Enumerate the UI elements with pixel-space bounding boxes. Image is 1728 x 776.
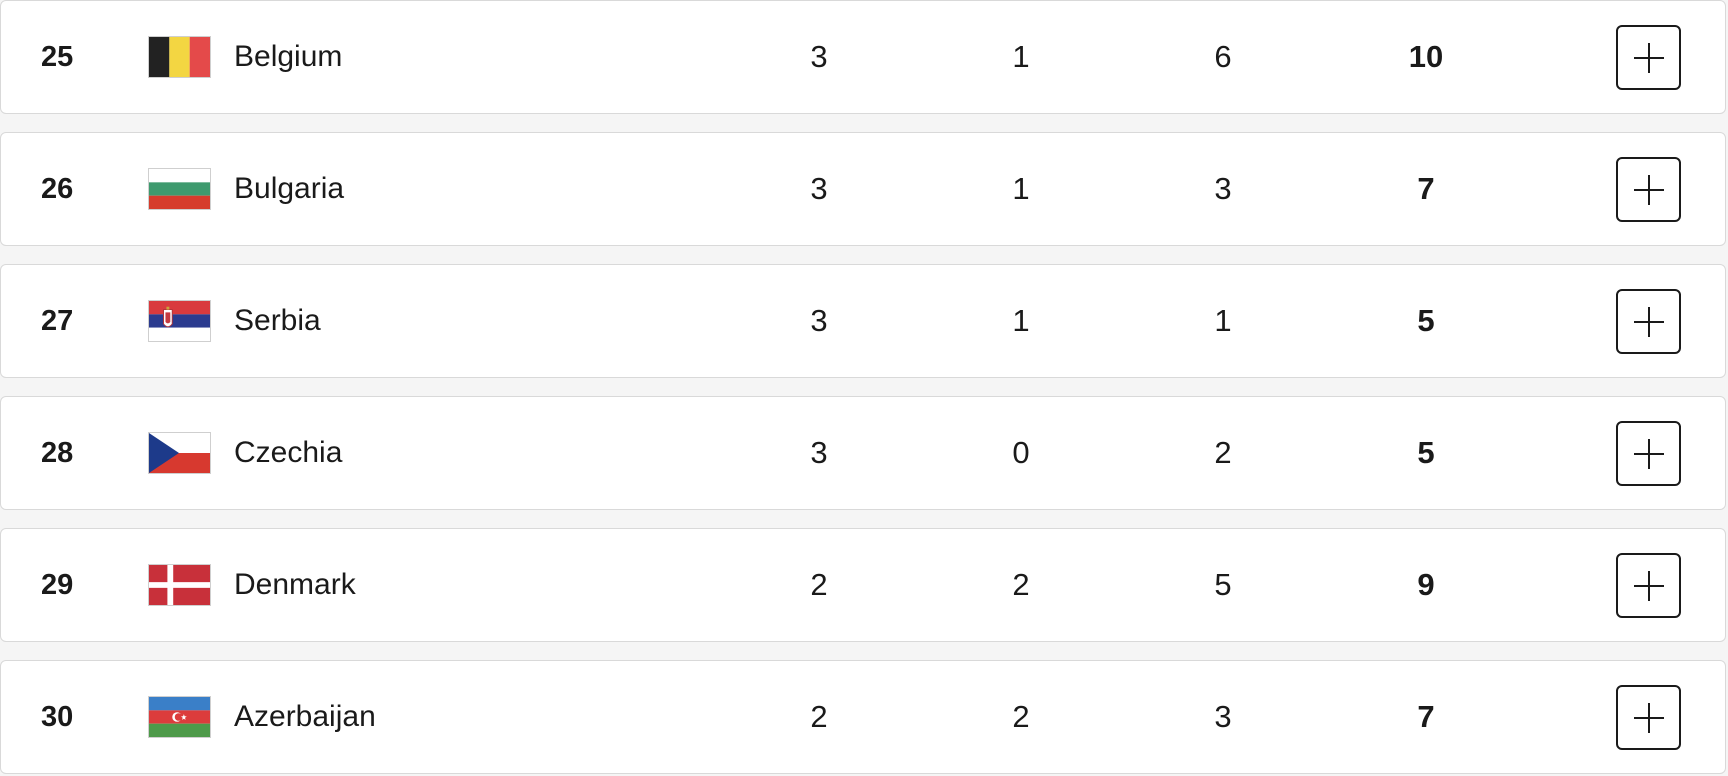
table-row: 26 Bulgaria 3 1 3 7: [0, 132, 1726, 246]
silver-count: 1: [1012, 303, 1030, 338]
table-row: 28 Czechia 3 0 2 5: [0, 396, 1726, 510]
country-name: Belgium: [234, 40, 343, 73]
country-name: Czechia: [234, 436, 343, 469]
silver-count: 1: [1012, 171, 1030, 206]
table-row: 29 Denmark 2 2 5 9: [0, 528, 1726, 642]
gold-count: 3: [810, 435, 828, 470]
total-count: 10: [1408, 39, 1444, 74]
plus-icon: [1633, 702, 1664, 733]
silver-count: 1: [1012, 39, 1030, 74]
total-count: 7: [1417, 699, 1435, 734]
flag-serbia-icon: [148, 300, 211, 342]
rank: 28: [41, 436, 74, 469]
rank: 27: [41, 304, 74, 337]
table-row: 30 Azerbaijan 2 2 3 7: [0, 660, 1726, 774]
gold-count: 3: [810, 39, 828, 74]
plus-icon: [1633, 174, 1664, 205]
bronze-count: 5: [1214, 567, 1232, 602]
silver-count: 2: [1012, 567, 1030, 602]
expand-row-button[interactable]: [1616, 553, 1681, 618]
flag-belgium-icon: [148, 36, 211, 78]
flag-bulgaria-icon: [148, 168, 211, 210]
table-row: 27 Serbia 3 1 1 5: [0, 264, 1726, 378]
bronze-count: 6: [1214, 39, 1232, 74]
expand-row-button[interactable]: [1616, 685, 1681, 750]
rank: 26: [41, 172, 74, 205]
rank: 30: [41, 700, 74, 733]
flag-azerbaijan-icon: [148, 696, 211, 738]
flag-denmark-icon: [148, 564, 211, 606]
expand-row-button[interactable]: [1616, 157, 1681, 222]
total-count: 9: [1417, 567, 1435, 602]
plus-icon: [1633, 570, 1664, 601]
table-row: 25 Belgium 3 1 6 10: [0, 0, 1726, 114]
total-count: 5: [1417, 303, 1435, 338]
gold-count: 3: [810, 303, 828, 338]
plus-icon: [1633, 42, 1664, 73]
rank: 25: [41, 40, 74, 73]
gold-count: 3: [810, 171, 828, 206]
expand-row-button[interactable]: [1616, 421, 1681, 486]
country-name: Denmark: [234, 568, 356, 601]
silver-count: 0: [1012, 435, 1030, 470]
silver-count: 2: [1012, 699, 1030, 734]
bronze-count: 2: [1214, 435, 1232, 470]
expand-row-button[interactable]: [1616, 25, 1681, 90]
total-count: 5: [1417, 435, 1435, 470]
country-name: Bulgaria: [234, 172, 345, 205]
country-name: Serbia: [234, 304, 321, 337]
flag-czechia-icon: [148, 432, 211, 474]
gold-count: 2: [810, 699, 828, 734]
bronze-count: 1: [1214, 303, 1232, 338]
total-count: 7: [1417, 171, 1435, 206]
country-name: Azerbaijan: [234, 700, 376, 733]
plus-icon: [1633, 438, 1664, 469]
plus-icon: [1633, 306, 1664, 337]
bronze-count: 3: [1214, 699, 1232, 734]
gold-count: 2: [810, 567, 828, 602]
bronze-count: 3: [1214, 171, 1232, 206]
expand-row-button[interactable]: [1616, 289, 1681, 354]
rank: 29: [41, 568, 74, 601]
